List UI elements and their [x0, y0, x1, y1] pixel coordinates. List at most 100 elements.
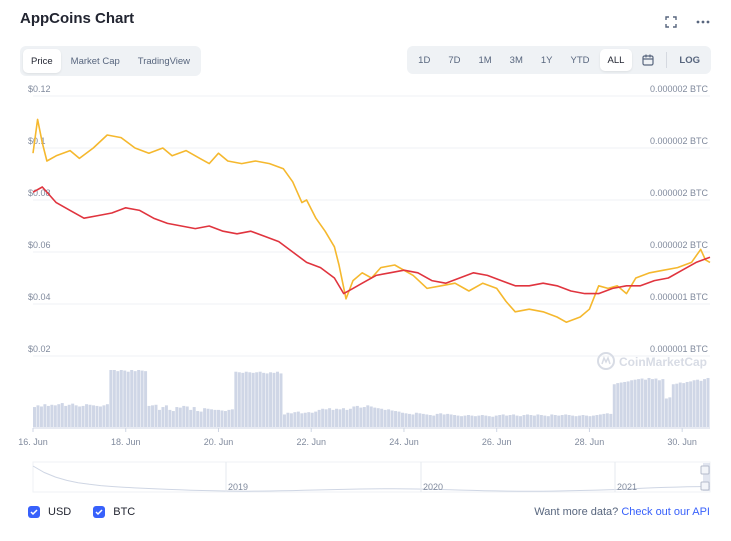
volume-bar [661, 379, 665, 427]
navigator[interactable]: 2019 2020 2021 [32, 461, 711, 493]
divider [666, 52, 668, 68]
volume-bar [359, 407, 363, 427]
range-1d[interactable]: 1D [418, 54, 431, 66]
legend-usd[interactable]: USD [28, 506, 71, 518]
volume-bar [470, 415, 474, 427]
coinmarketcap-logo-icon [597, 352, 615, 370]
volume-bar [466, 415, 470, 427]
volume-bar [244, 371, 248, 427]
volume-bar [696, 379, 700, 427]
volume-bar [671, 384, 675, 427]
volume-bar [564, 414, 568, 427]
api-link[interactable]: Check out our API [621, 506, 710, 518]
volume-bar [585, 415, 588, 427]
series-line-usd [32, 118, 711, 323]
volume-bar [595, 415, 599, 427]
y-tick-label: $0.04 [28, 292, 51, 302]
volume-bar [387, 409, 391, 427]
tab-tradingview[interactable]: TradingView [137, 55, 191, 67]
volume-bar [418, 413, 422, 427]
range-7d[interactable]: 7D [448, 54, 461, 66]
navigator-selection [703, 463, 710, 491]
range-ytd[interactable]: YTD [570, 54, 590, 66]
legend-btc[interactable]: BTC [93, 506, 135, 518]
more-icon[interactable] [695, 14, 711, 30]
volume-bar [293, 412, 297, 427]
y-tick-label: $0.06 [28, 240, 51, 250]
range-all[interactable]: ALL [599, 49, 633, 71]
volume-bar [251, 372, 255, 427]
y-tick-label: $0.1 [28, 136, 46, 146]
volume-bar [248, 372, 252, 427]
calendar-icon[interactable] [634, 49, 662, 71]
volume-bar [64, 405, 68, 427]
volume-bar [126, 371, 130, 427]
checkbox-checked-icon[interactable] [93, 506, 106, 518]
volume-bar [522, 415, 526, 427]
volume-bar [161, 407, 165, 427]
checkbox-checked-icon[interactable] [28, 506, 40, 518]
volume-bar [484, 415, 488, 427]
volume-bar [616, 383, 620, 427]
volume-bar [335, 408, 339, 427]
volume-bar [640, 378, 644, 427]
volume-bar [331, 409, 335, 427]
volume-bar [178, 407, 182, 427]
volume-bar [682, 383, 686, 427]
volume-bar [171, 411, 175, 427]
volume-bar [262, 372, 266, 427]
legend-btc-label: BTC [113, 506, 136, 518]
range-3m[interactable]: 3M [509, 54, 523, 66]
volume-bar [241, 372, 245, 427]
volume-bar [123, 370, 127, 427]
volume-bar [175, 407, 179, 427]
volume-bar [57, 404, 61, 427]
volume-bar [67, 404, 71, 427]
volume-bar [633, 379, 637, 427]
volume-bar [78, 406, 82, 427]
volume-bar [92, 405, 95, 427]
volume-bar [699, 380, 703, 427]
view-tabs: Price Market Cap TradingView [20, 46, 202, 76]
volume-bar [102, 405, 106, 427]
log-toggle[interactable]: LOG [679, 54, 700, 66]
volume-bar [199, 411, 203, 427]
tab-price[interactable]: Price [23, 49, 61, 73]
volume-bar [494, 415, 498, 427]
volume-bar [272, 372, 276, 427]
volume-bar [300, 413, 304, 427]
volume-bar [85, 404, 89, 427]
volume-bar [619, 382, 623, 427]
fullscreen-icon[interactable] [663, 14, 679, 30]
y-right-tick-label: 0.000001 BTC [650, 344, 709, 354]
volume-bar [289, 413, 293, 427]
volume-bar [612, 384, 616, 427]
volume-bar [227, 409, 231, 427]
navigator-handle[interactable] [700, 481, 710, 491]
volume-bar [463, 415, 467, 427]
range-1y[interactable]: 1Y [540, 54, 553, 66]
range-1m[interactable]: 1M [478, 54, 492, 66]
volume-bar [203, 408, 207, 427]
volume-bar [192, 407, 196, 427]
volume-bar [383, 409, 387, 427]
watermark: CoinMarketCap [597, 352, 707, 370]
volume-bar [230, 409, 234, 427]
y-right-tick-label: 0.000002 BTC [650, 136, 709, 146]
volume-bar [71, 403, 75, 427]
volume-bar [532, 415, 536, 427]
volume-bar [338, 409, 342, 427]
volume-bar [505, 415, 509, 427]
x-tick-label: 22. Jun [296, 437, 326, 447]
tab-market-cap[interactable]: Market Cap [70, 55, 120, 67]
volume-bar [650, 379, 654, 427]
volume-bar [591, 415, 595, 427]
x-tick-label: 16. Jun [18, 437, 48, 447]
volume-bar [133, 371, 137, 427]
x-tick-label: 28. Jun [575, 437, 605, 447]
volume-bar [539, 415, 543, 427]
navigator-handle[interactable] [700, 465, 710, 475]
volume-bar [380, 408, 384, 427]
volume-bar [598, 414, 602, 427]
